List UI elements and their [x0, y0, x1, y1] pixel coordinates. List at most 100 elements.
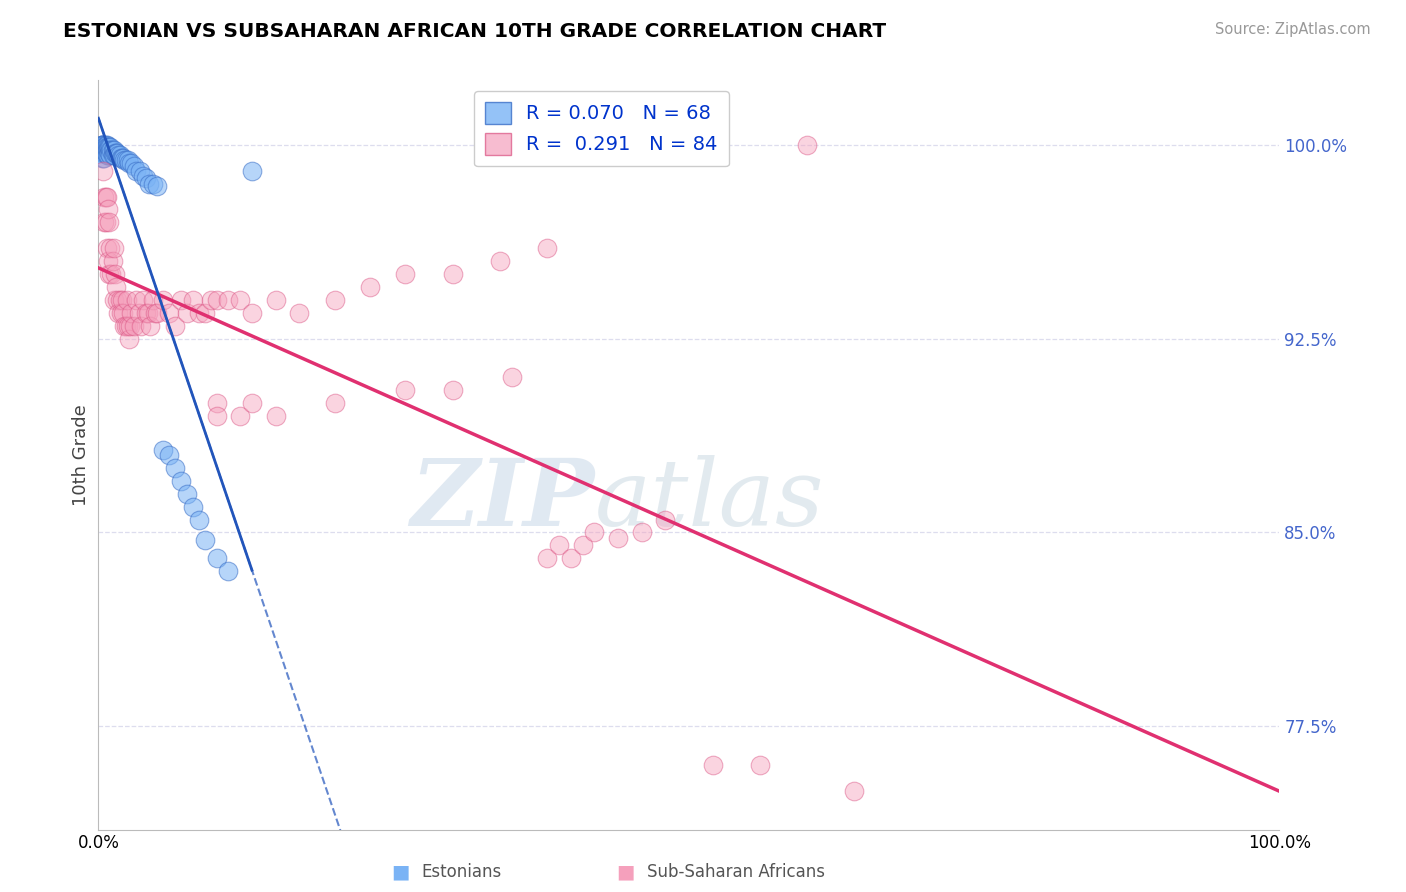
Point [136, 306, 159, 320]
Point [146, 306, 169, 320]
Point [118, 332, 141, 346]
Point [264, 409, 287, 424]
Point [157, 448, 180, 462]
Point [501, 370, 523, 384]
Point [323, 396, 346, 410]
Point [654, 512, 676, 526]
Point [105, 293, 128, 307]
Point [129, 318, 152, 333]
Point [101, 143, 124, 157]
Point [181, 500, 204, 514]
Point [91, 145, 114, 160]
Point [91, 145, 114, 160]
Point [187, 512, 209, 526]
Point [97, 143, 120, 157]
Point [170, 474, 193, 488]
Point [105, 280, 128, 294]
Point [104, 267, 127, 281]
Point [91, 137, 114, 152]
Point [96, 143, 118, 157]
Point [240, 306, 263, 320]
Point [111, 151, 134, 165]
Point [157, 306, 180, 320]
Y-axis label: 10th Grade: 10th Grade [72, 404, 90, 506]
Point [264, 293, 287, 307]
Point [135, 306, 157, 320]
Point [146, 179, 169, 194]
Point [98, 148, 121, 162]
Point [96, 140, 118, 154]
Point [176, 306, 198, 320]
Point [100, 267, 122, 281]
Point [91, 151, 114, 165]
Point [91, 163, 114, 178]
Point [121, 156, 143, 170]
Point [489, 254, 512, 268]
Point [107, 306, 129, 320]
Point [181, 293, 204, 307]
Text: Source: ZipAtlas.com: Source: ZipAtlas.com [1215, 22, 1371, 37]
Point [105, 145, 128, 160]
Point [112, 306, 135, 320]
Point [114, 318, 136, 333]
Point [97, 202, 120, 217]
Point [112, 318, 135, 333]
Point [117, 318, 139, 333]
Point [96, 189, 118, 203]
Point [101, 254, 124, 268]
Point [844, 784, 866, 798]
Point [441, 267, 464, 281]
Point [796, 137, 818, 152]
Point [702, 758, 724, 772]
Point [630, 525, 652, 540]
Point [103, 241, 125, 255]
Point [152, 293, 174, 307]
Point [96, 148, 118, 162]
Point [93, 143, 115, 157]
Point [536, 241, 558, 255]
Point [96, 137, 118, 152]
Point [122, 318, 145, 333]
Point [91, 137, 114, 152]
Point [607, 531, 630, 545]
Point [121, 306, 143, 320]
Point [120, 318, 142, 333]
Point [93, 145, 115, 160]
Text: Estonians: Estonians [422, 863, 502, 881]
Text: ■: ■ [391, 863, 411, 881]
Point [91, 137, 114, 152]
Point [132, 293, 155, 307]
Point [200, 293, 222, 307]
Point [165, 460, 187, 475]
Point [93, 215, 115, 229]
Point [101, 148, 124, 162]
Text: atlas: atlas [595, 455, 824, 545]
Point [96, 241, 118, 255]
Point [97, 140, 120, 154]
Point [91, 151, 114, 165]
Point [170, 293, 193, 307]
Point [103, 293, 125, 307]
Point [125, 163, 148, 178]
Point [108, 148, 131, 162]
Text: ■: ■ [616, 863, 636, 881]
Point [229, 409, 252, 424]
Point [187, 306, 209, 320]
Point [98, 215, 121, 229]
Point [359, 280, 381, 294]
Point [100, 143, 122, 157]
Text: Sub-Saharan Africans: Sub-Saharan Africans [647, 863, 825, 881]
Point [103, 148, 125, 162]
Point [142, 293, 165, 307]
Point [165, 318, 187, 333]
Point [94, 215, 117, 229]
Point [548, 538, 571, 552]
Point [93, 151, 115, 165]
Point [91, 137, 114, 152]
Point [583, 525, 606, 540]
Point [394, 384, 416, 398]
Point [323, 293, 346, 307]
Point [194, 533, 217, 548]
Point [115, 293, 138, 307]
Point [112, 151, 135, 165]
